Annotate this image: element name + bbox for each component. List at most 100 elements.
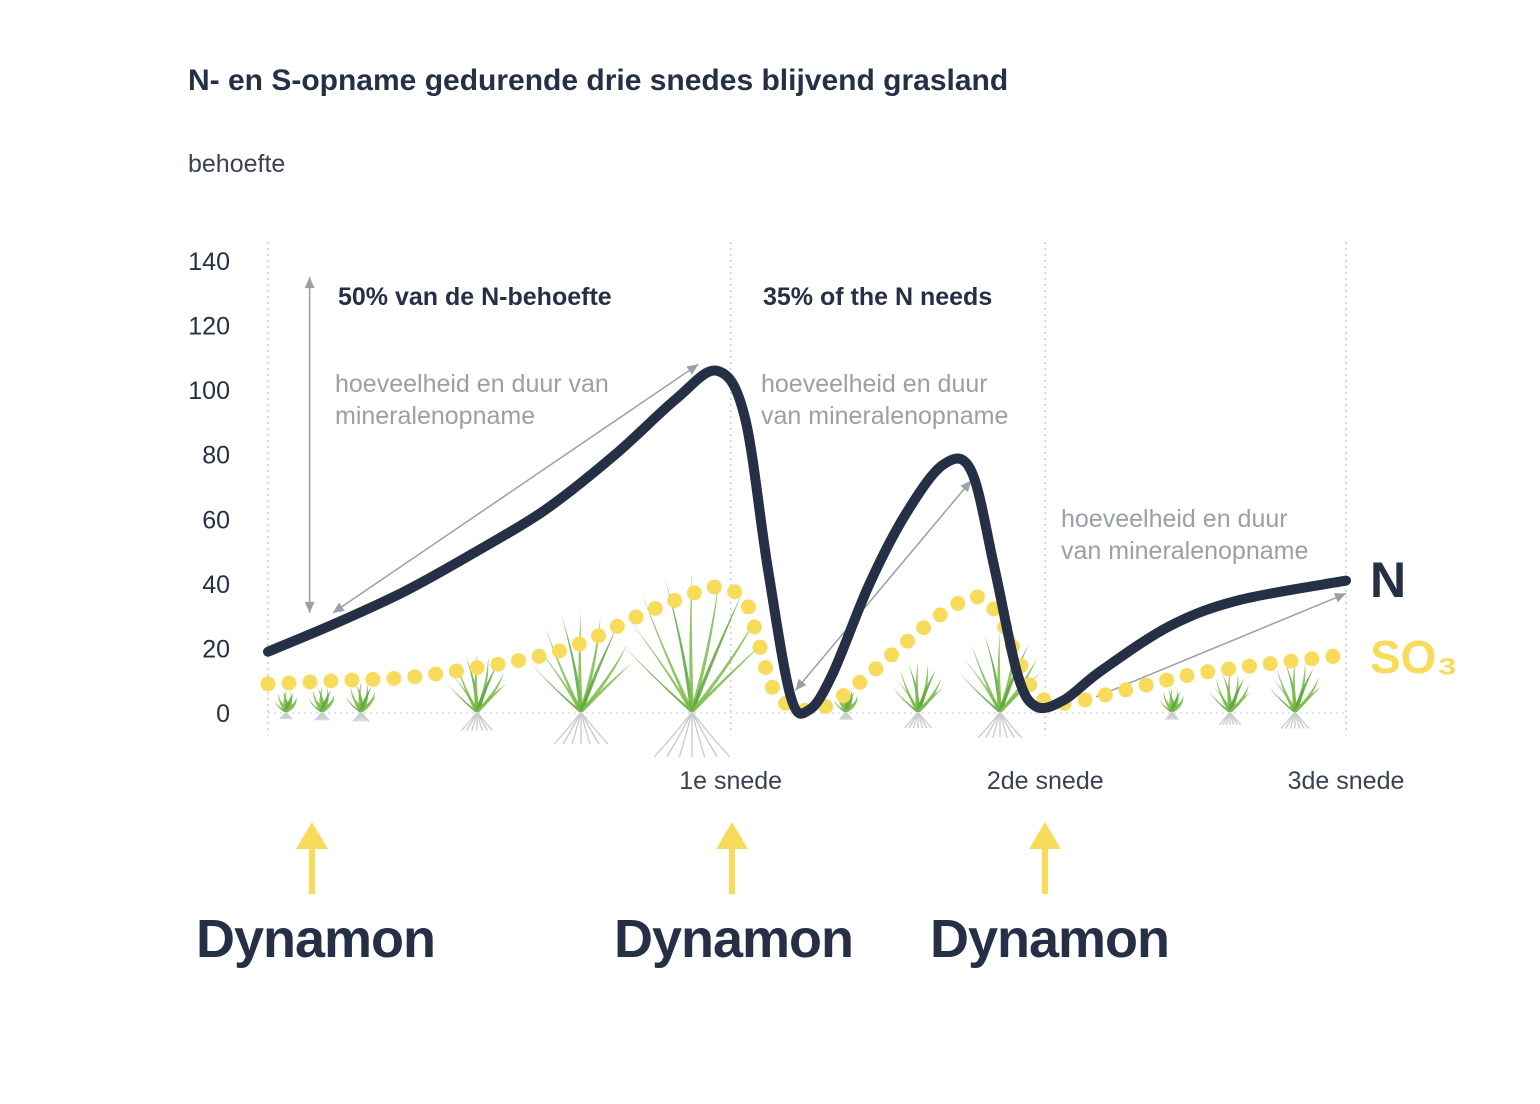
application-arrow-3 <box>1029 822 1061 894</box>
so3-point-51 <box>1138 677 1154 693</box>
grass-tuft-5 <box>620 572 764 758</box>
so3-point-22 <box>706 579 722 595</box>
so3-series-label: SO₃ <box>1370 631 1458 683</box>
y-tick-140: 140 <box>188 248 230 276</box>
so3-point-34 <box>868 661 884 677</box>
so3-point-36 <box>900 633 915 649</box>
so3-point-59 <box>1304 651 1320 667</box>
grass-tuft-1 <box>308 686 336 721</box>
so3-point-40 <box>969 589 985 605</box>
so3-point-32 <box>836 688 851 704</box>
uptake-arrow-3 <box>794 480 972 691</box>
dynamon-logo-2: Dynamon <box>614 909 853 969</box>
chart-title: N- en S-opname gedurende drie snedes bli… <box>188 64 1009 97</box>
so3-point-57 <box>1262 656 1278 672</box>
y-tick-40: 40 <box>202 571 230 599</box>
so3-point-48 <box>1077 692 1093 708</box>
uptake-arrow-2 <box>332 363 699 614</box>
so3-point-60 <box>1325 648 1341 664</box>
so3-point-11 <box>490 656 506 672</box>
note-3-line-2: van mineralenopname <box>1061 537 1308 565</box>
so3-point-58 <box>1283 653 1299 669</box>
y-tick-20: 20 <box>202 635 230 663</box>
so3-point-5 <box>365 671 381 687</box>
so3-point-1 <box>281 675 297 691</box>
section-dividers <box>267 242 1347 735</box>
so3-point-28 <box>764 679 780 695</box>
so3-point-53 <box>1179 668 1195 683</box>
y-tick-0: 0 <box>216 700 230 728</box>
so3-point-12 <box>511 653 526 669</box>
note-1-line-2: mineralenopname <box>335 402 535 430</box>
so3-point-20 <box>667 593 683 608</box>
application-arrow-1 <box>296 822 328 894</box>
grass-tuft-7 <box>892 662 944 729</box>
so3-point-13 <box>531 648 547 664</box>
note-1-line-1: hoeveelheid en duur van <box>335 370 609 398</box>
y-tick-120: 120 <box>188 313 230 341</box>
y-tick-80: 80 <box>202 442 230 470</box>
so3-point-9 <box>448 663 464 679</box>
so3-point-7 <box>407 669 423 685</box>
grass-tuft-6 <box>833 688 859 721</box>
note-3-line-1: hoeveelheid en duur <box>1061 505 1288 533</box>
so3-point-27 <box>758 660 773 675</box>
so3-point-38 <box>932 607 948 623</box>
so3-point-35 <box>884 647 900 663</box>
n-series-label: N <box>1370 552 1406 608</box>
x-marker-1: 1e snede <box>679 767 782 795</box>
so3-point-54 <box>1200 664 1216 680</box>
so3-point-24 <box>740 599 756 615</box>
so3-point-0 <box>260 676 276 692</box>
so3-point-56 <box>1241 658 1257 674</box>
section-heading-1: 50% van de N-behoefte <box>338 283 612 311</box>
grass-tuft-0 <box>274 690 298 720</box>
dynamon-logo-3: Dynamon <box>930 909 1169 969</box>
so3-point-21 <box>686 585 702 601</box>
so3-point-4 <box>344 672 360 688</box>
so3-point-33 <box>852 674 868 690</box>
so3-point-26 <box>752 639 768 655</box>
so3-point-3 <box>323 673 339 689</box>
note-2-line-1: hoeveelheid en duur <box>761 370 988 398</box>
so3-point-50 <box>1118 682 1134 698</box>
application-arrow-2 <box>716 822 748 894</box>
grass-tuft-3 <box>447 654 507 732</box>
so3-point-15 <box>571 636 587 652</box>
y-tick-60: 60 <box>202 506 230 534</box>
so3-point-8 <box>428 666 444 682</box>
n-series-line <box>263 365 1351 719</box>
so3-point-16 <box>591 628 606 644</box>
so3-point-14 <box>551 643 567 659</box>
note-2-line-2: van mineralenopname <box>761 402 1008 430</box>
grass-tuft-2 <box>345 682 377 723</box>
dynamon-logo-1: Dynamon <box>196 909 435 969</box>
grass-tuft-4 <box>530 612 632 745</box>
y-axis-ticks: 140 120 100 80 60 40 20 0 <box>188 248 230 728</box>
x-marker-2: 2de snede <box>987 767 1104 795</box>
uptake-arrow-1 <box>304 277 315 613</box>
so3-point-18 <box>628 609 644 625</box>
so3-point-52 <box>1159 672 1175 688</box>
so3-point-10 <box>469 660 485 676</box>
x-axis-markers: 1e snede 2de snede 3de snede <box>679 767 1404 795</box>
so3-point-39 <box>950 595 966 611</box>
so3-point-23 <box>727 584 743 600</box>
uptake-arrows <box>304 277 1347 698</box>
so3-point-37 <box>916 620 932 636</box>
x-marker-3: 3de snede <box>1288 767 1405 795</box>
section-heading-2: 35% of the N needs <box>763 283 992 311</box>
so3-point-25 <box>746 619 762 635</box>
so3-point-2 <box>302 674 318 690</box>
y-axis-label: behoefte <box>188 150 286 178</box>
so3-point-17 <box>609 618 625 634</box>
grass-illustrations <box>274 572 1322 758</box>
grass-tuft-9 <box>1159 688 1185 721</box>
so3-point-49 <box>1097 687 1113 703</box>
so3-point-6 <box>386 671 402 686</box>
y-tick-100: 100 <box>188 377 230 405</box>
grass-tuft-10 <box>1209 672 1251 726</box>
grass-tuft-11 <box>1268 660 1322 730</box>
so3-point-19 <box>647 601 663 616</box>
